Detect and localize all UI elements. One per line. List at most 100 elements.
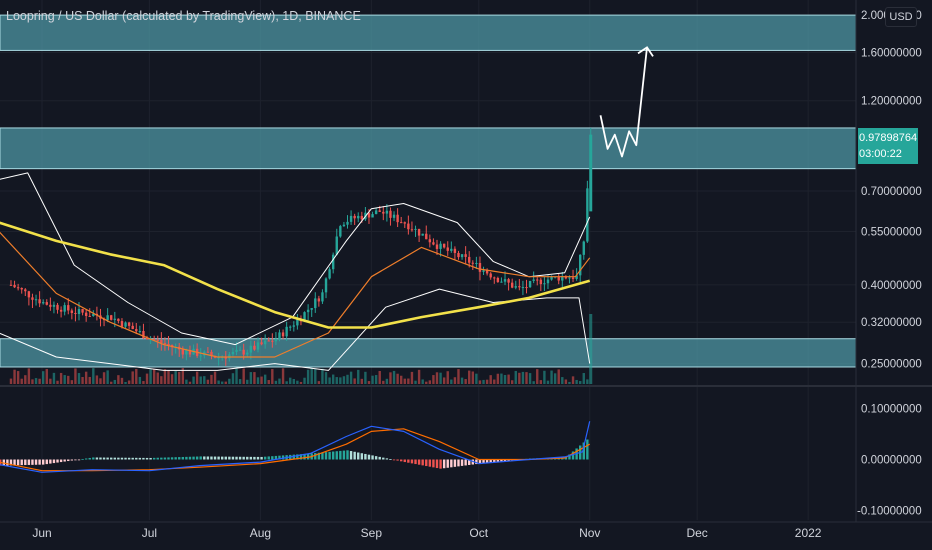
- candle-body: [575, 275, 578, 279]
- macd-histogram-bar: [396, 459, 399, 461]
- volume-bar: [489, 375, 492, 384]
- projection-arrowhead: [637, 46, 654, 57]
- candle-body: [314, 298, 317, 309]
- volume-bar: [339, 377, 342, 384]
- candle-body: [289, 326, 292, 328]
- macd-histogram-bar: [410, 459, 414, 464]
- macd-histogram-bar: [503, 459, 507, 462]
- volume-bar: [314, 369, 317, 384]
- macd-histogram-bar: [199, 456, 202, 460]
- candle-body: [84, 312, 88, 316]
- macd-histogram-bar: [95, 457, 99, 460]
- volume-bar: [539, 380, 543, 384]
- volume-bar: [221, 381, 224, 384]
- candle-body: [582, 241, 585, 255]
- macd-histogram-bar: [253, 456, 256, 460]
- volume-bar: [181, 368, 185, 384]
- candle-body: [256, 342, 260, 350]
- volume-bar: [203, 376, 206, 384]
- candle-body: [442, 243, 446, 248]
- macd-histogram-bar: [228, 456, 231, 460]
- candle-body: [324, 278, 328, 293]
- volume-bar: [267, 380, 270, 384]
- volume-bar: [59, 372, 63, 384]
- volume-bar: [24, 375, 27, 384]
- macd-histogram-bar: [306, 453, 310, 460]
- volume-bar: [357, 369, 360, 384]
- candle-body: [339, 226, 342, 237]
- candle-body: [210, 351, 213, 356]
- volume-bar: [163, 369, 167, 384]
- price-tick-label: 0.70000000: [861, 186, 922, 198]
- macd-histogram-bar: [42, 459, 45, 465]
- macd-line: [0, 421, 591, 473]
- macd-histogram-bar: [77, 459, 81, 461]
- volume-bar: [167, 370, 170, 384]
- macd-histogram-bar: [335, 451, 338, 460]
- volume-bar: [557, 369, 560, 384]
- candle-body: [167, 344, 170, 346]
- macd-histogram-bar: [260, 456, 263, 460]
- bollinger-lower-line: [0, 288, 591, 371]
- volume-bar: [342, 376, 346, 384]
- macd-histogram-bar: [221, 456, 224, 460]
- candle-body: [120, 321, 124, 327]
- candle-body: [156, 339, 159, 341]
- candle-body: [27, 291, 31, 298]
- macd-histogram-bar: [321, 452, 324, 460]
- volume-bar: [77, 373, 81, 384]
- macd-tick-label: 0.10000000: [861, 403, 922, 415]
- volume-bar: [364, 371, 367, 384]
- macd-histogram-bar: [371, 455, 374, 460]
- macd-histogram-bar: [224, 456, 227, 460]
- volume-bar: [328, 377, 331, 384]
- currency-button[interactable]: USD: [885, 7, 917, 27]
- volume-bar: [374, 375, 378, 384]
- macd-histogram-bar: [439, 459, 442, 469]
- macd-histogram-bar: [142, 457, 145, 460]
- volume-bar: [536, 369, 539, 384]
- projection-line: [599, 47, 648, 158]
- candle-body: [52, 304, 56, 307]
- candle-body: [417, 228, 421, 236]
- macd-tick-label: -0.10000000: [857, 506, 922, 518]
- volume-bar: [246, 379, 249, 384]
- macd-histogram-bar: [188, 456, 192, 460]
- volume-bar: [217, 380, 220, 384]
- macd-histogram-bar: [296, 454, 299, 460]
- volume-bar: [292, 378, 295, 384]
- candle-body: [253, 345, 256, 350]
- candle-body: [435, 244, 439, 249]
- candle-body: [235, 349, 238, 352]
- macd-histogram-bar: [457, 459, 460, 467]
- volume-bar: [106, 370, 109, 384]
- volume-bar: [281, 368, 285, 384]
- candle-body: [292, 325, 295, 327]
- volume-bar: [185, 379, 188, 384]
- macd-histogram-bar: [346, 450, 349, 460]
- volume-bar: [253, 372, 256, 384]
- candle-body: [296, 319, 299, 326]
- candle-body: [74, 312, 77, 315]
- candle-body: [414, 228, 417, 230]
- macd-histogram-bar: [181, 456, 185, 460]
- macd-histogram-bar: [249, 456, 253, 460]
- macd-histogram-bar: [9, 459, 13, 466]
- macd-histogram-bar: [117, 457, 120, 460]
- volume-bar: [514, 370, 517, 384]
- volume-bar: [493, 379, 496, 384]
- volume-bar: [468, 370, 471, 384]
- volume-bar: [546, 380, 550, 384]
- volume-bar: [13, 369, 16, 384]
- macd-histogram-bar: [163, 457, 167, 460]
- candle-body: [485, 270, 489, 274]
- volume-bar: [496, 373, 500, 384]
- candle-body: [450, 248, 453, 251]
- volume-bar: [224, 381, 227, 384]
- volume-bar: [582, 373, 585, 384]
- macd-histogram-bar: [357, 452, 360, 460]
- price-tick-label: 0.55000000: [861, 226, 922, 238]
- candle-body: [525, 287, 528, 289]
- macd-histogram-bar: [195, 456, 199, 460]
